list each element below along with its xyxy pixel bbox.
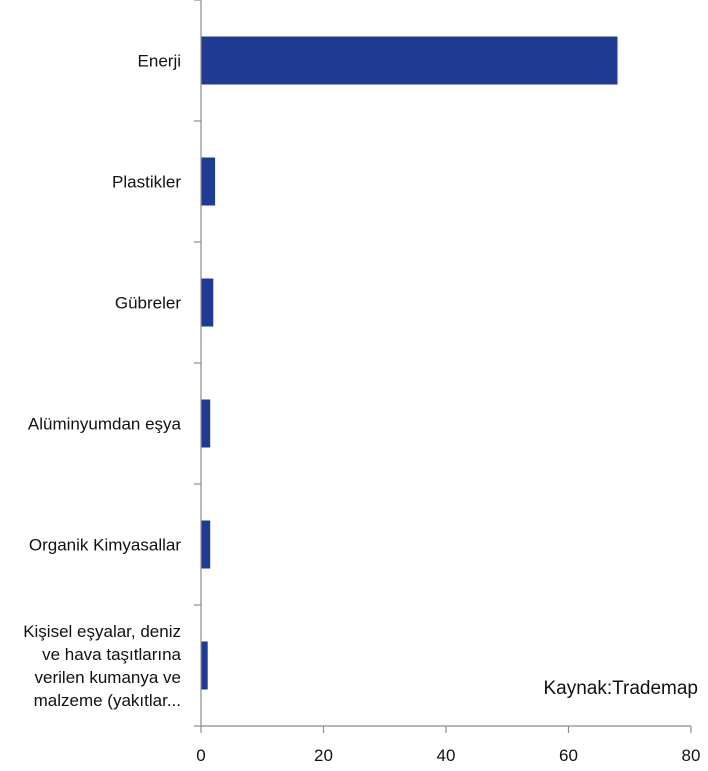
bar-0 (201, 36, 618, 85)
bar-3 (201, 399, 211, 448)
bars (201, 36, 618, 690)
category-label-4: Organik Kimyasallar (29, 536, 181, 555)
bar-5 (201, 641, 208, 690)
x-tick-labels: 0 20 40 60 80 (196, 746, 700, 765)
bar-1 (201, 157, 216, 206)
category-labels: Enerji Plastikler Gübreler Alüminyumdan eşy… (23, 52, 181, 711)
bar-2 (201, 278, 214, 327)
x-tick-label-2: 40 (437, 746, 456, 765)
x-tick-label-3: 60 (559, 746, 578, 765)
category-label-0: Enerji (138, 52, 181, 71)
bar-4 (201, 520, 211, 569)
x-tick-label-1: 20 (314, 746, 333, 765)
category-label-3: Alüminyumdan eşya (28, 415, 182, 434)
x-tick-label-0: 0 (196, 746, 205, 765)
x-tick-label-4: 80 (682, 746, 701, 765)
category-label-2: Gübreler (115, 294, 181, 313)
axes (194, 0, 692, 733)
category-label-5: Kişisel eşyalar, deniz ve hava taşıtların… (23, 622, 181, 710)
source-annotation: Kaynak:Trademap (543, 678, 698, 699)
category-label-1: Plastikler (112, 173, 181, 192)
